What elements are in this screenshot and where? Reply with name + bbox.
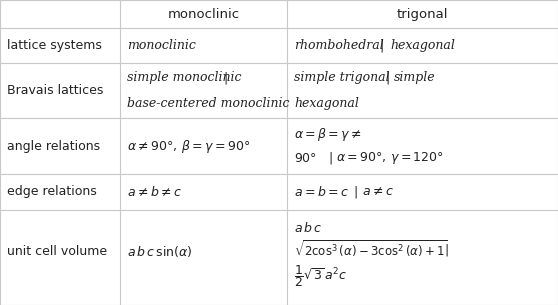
Text: lattice systems: lattice systems bbox=[7, 39, 102, 52]
Text: simple monoclinic: simple monoclinic bbox=[127, 71, 241, 84]
Text: |: | bbox=[385, 71, 389, 84]
Text: hexagonal: hexagonal bbox=[294, 97, 359, 110]
Text: rhombohedral: rhombohedral bbox=[294, 39, 384, 52]
Text: |: | bbox=[379, 39, 383, 52]
Text: $\sqrt{2\cos^3(\alpha)-3\cos^2(\alpha)+1}$: $\sqrt{2\cos^3(\alpha)-3\cos^2(\alpha)+1… bbox=[294, 239, 448, 260]
Text: $a \neq c$: $a \neq c$ bbox=[362, 185, 393, 199]
Text: base-centered monoclinic: base-centered monoclinic bbox=[127, 97, 289, 110]
Text: $a\,b\,c\,\sin(\alpha)$: $a\,b\,c\,\sin(\alpha)$ bbox=[127, 244, 192, 259]
Text: Bravais lattices: Bravais lattices bbox=[7, 84, 103, 97]
Text: $\alpha = \beta = \gamma \neq$: $\alpha = \beta = \gamma \neq$ bbox=[294, 126, 362, 142]
Text: |: | bbox=[445, 243, 449, 256]
Text: $a \neq b \neq c$: $a \neq b \neq c$ bbox=[127, 185, 182, 199]
Text: $a = b = c$: $a = b = c$ bbox=[294, 185, 349, 199]
Text: angle relations: angle relations bbox=[7, 140, 100, 153]
Text: trigonal: trigonal bbox=[397, 8, 449, 20]
Text: $a\,b\,c$: $a\,b\,c$ bbox=[294, 221, 323, 235]
Text: $\alpha \neq 90°,\,\beta = \gamma = 90°$: $\alpha \neq 90°,\,\beta = \gamma = 90°$ bbox=[127, 138, 250, 155]
Text: simple trigonal: simple trigonal bbox=[294, 71, 389, 84]
Text: $\dfrac{1}{2}\sqrt{3}\,a^2c$: $\dfrac{1}{2}\sqrt{3}\,a^2c$ bbox=[294, 263, 348, 289]
Text: $90°$: $90°$ bbox=[294, 152, 317, 165]
Text: |: | bbox=[328, 152, 333, 165]
Text: monoclinic: monoclinic bbox=[167, 8, 240, 20]
Text: |: | bbox=[353, 185, 358, 199]
Text: |: | bbox=[223, 71, 228, 84]
Text: edge relations: edge relations bbox=[7, 185, 97, 199]
Text: hexagonal: hexagonal bbox=[391, 39, 455, 52]
Text: monoclinic: monoclinic bbox=[127, 39, 195, 52]
Text: $\alpha = 90°,\,\gamma = 120°$: $\alpha = 90°,\,\gamma = 120°$ bbox=[336, 150, 444, 167]
Text: simple: simple bbox=[393, 71, 435, 84]
Text: unit cell volume: unit cell volume bbox=[7, 245, 107, 258]
